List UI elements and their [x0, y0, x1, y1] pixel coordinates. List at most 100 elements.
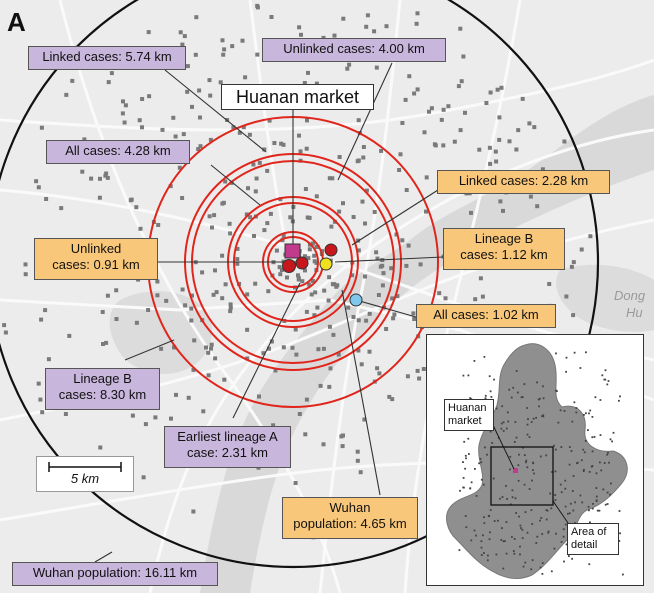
- inset-case-dot: [542, 385, 544, 388]
- inset-case-dot: [473, 360, 476, 362]
- case-dot: [421, 367, 426, 371]
- inset-case-dot: [604, 378, 607, 381]
- case-dot: [327, 324, 332, 329]
- case-dot: [403, 97, 408, 102]
- inset-case-dot: [564, 487, 567, 490]
- case-dot: [267, 346, 271, 351]
- case-dot: [237, 130, 242, 135]
- inset-case-dot: [595, 487, 598, 489]
- case-dot: [104, 340, 109, 345]
- case-dot: [458, 128, 463, 133]
- inset-case-dot: [464, 454, 467, 457]
- case-dot: [497, 115, 502, 120]
- case-dot: [220, 253, 225, 258]
- inset-case-dot: [572, 475, 575, 477]
- case-dot: [494, 159, 499, 164]
- case-dot: [120, 111, 125, 116]
- case-dot: [103, 173, 108, 178]
- case-dot: [248, 215, 253, 220]
- case-dot: [473, 297, 478, 302]
- case-dot: [307, 247, 312, 252]
- inset-canvas: [446, 343, 628, 579]
- case-dot: [562, 139, 567, 144]
- case-dot: [334, 284, 339, 289]
- inset-case-dot: [541, 533, 544, 535]
- inset-case-dot: [524, 561, 527, 564]
- inset-case-dot: [526, 466, 529, 469]
- case-dot: [181, 132, 186, 137]
- case-dot: [240, 38, 245, 43]
- inset-case-dot: [618, 540, 621, 542]
- label-linked-228: Linked cases: 2.28 km: [437, 170, 610, 194]
- inset-case-dot: [512, 550, 515, 552]
- case-dot: [137, 118, 142, 123]
- case-dot: [579, 247, 584, 252]
- inset-case-dot: [601, 374, 604, 377]
- case-dot: [40, 410, 45, 415]
- case-dot: [341, 201, 345, 206]
- case-dot: [315, 305, 320, 310]
- inset-case-dot: [591, 416, 594, 418]
- case-dot: [266, 289, 271, 294]
- inset-case-dot: [511, 489, 514, 492]
- lake-shape: [109, 291, 213, 374]
- case-dot: [527, 121, 532, 126]
- case-dot: [443, 296, 448, 301]
- case-dot: [191, 367, 196, 372]
- inset-case-dot: [598, 509, 601, 512]
- inset-case-dot: [509, 455, 512, 458]
- inset-case-dot: [519, 524, 522, 527]
- case-dot: [114, 288, 119, 293]
- case-dot: [312, 253, 317, 258]
- case-dot: [360, 199, 365, 204]
- inset-case-dot: [530, 568, 533, 571]
- inset-case-dot: [606, 383, 609, 386]
- case-dot: [106, 80, 111, 85]
- label-unlinked-400: Unlinked cases: 4.00 km: [262, 38, 446, 62]
- case-dot: [160, 127, 165, 132]
- case-dot: [183, 303, 188, 308]
- inset-case-dot: [502, 430, 505, 432]
- inset-case-dot: [522, 446, 524, 449]
- inset-case-dot: [531, 559, 534, 561]
- panel-letter: A: [7, 7, 26, 37]
- case-dot: [243, 75, 248, 80]
- inset-case-dot: [532, 469, 534, 471]
- case-dot: [321, 442, 326, 447]
- case-dot: [395, 294, 400, 299]
- case-dot: [159, 346, 164, 351]
- inset-case-dot: [537, 398, 540, 401]
- case-dot: [210, 225, 214, 230]
- inset-case-dot: [565, 543, 568, 546]
- inset-case-dot: [519, 545, 521, 548]
- inset-case-dot: [591, 450, 594, 453]
- case-dot: [247, 132, 252, 137]
- case-dot: [97, 195, 102, 200]
- inset-case-dot: [582, 470, 585, 472]
- case-dot: [98, 176, 102, 181]
- case-dot: [227, 221, 232, 226]
- case-dot: [228, 309, 233, 314]
- inset-case-dot: [530, 421, 533, 423]
- case-dot: [221, 52, 226, 57]
- inset-case-dot: [483, 552, 485, 554]
- case-dot: [374, 65, 379, 70]
- inset-case-dot: [458, 549, 461, 551]
- case-dot: [213, 268, 217, 273]
- case-dot: [197, 88, 202, 93]
- inset-case-dot: [473, 529, 476, 532]
- case-dot: [134, 320, 139, 325]
- inset-case-dot: [560, 491, 563, 494]
- inset-case-dot: [584, 440, 587, 442]
- case-dot: [223, 282, 228, 287]
- case-dot: [146, 308, 151, 312]
- case-dot: [432, 142, 437, 147]
- case-dot: [114, 317, 119, 321]
- inset-case-dot: [618, 399, 620, 402]
- inset-case-dot: [462, 461, 464, 463]
- case-dot: [3, 330, 8, 335]
- case-dot: [206, 350, 211, 355]
- inset-case-dot: [527, 418, 529, 420]
- inset-case-dot: [587, 505, 590, 508]
